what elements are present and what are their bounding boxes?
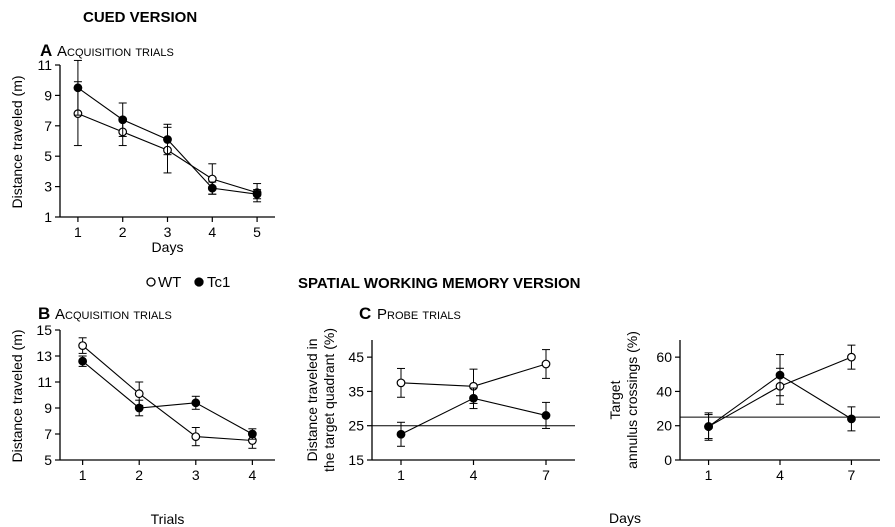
panel-c-title: Probe trials: [377, 306, 461, 323]
panel-c1-y-axis-label-line: the target quadrant (%): [321, 328, 337, 472]
legend: WT Tc1: [146, 274, 230, 291]
panel-b-letter: B: [38, 304, 50, 323]
legend-wt-label: WT: [158, 274, 181, 291]
panel-b-wt-point: [134, 389, 144, 399]
panel-b-y-tick-label: 9: [44, 400, 52, 416]
panel-b-x-tick-label: 2: [135, 467, 143, 483]
panel-a-tc1-point: [207, 183, 217, 193]
panel-a-tc1-point: [252, 189, 262, 199]
panel-b-chart: 5 7 9 11 13 15 1 2 3 4 Distance traveled (m) Trials: [9, 322, 275, 527]
panel-a-y-tick-label: 3: [44, 179, 52, 195]
panel-c-annulus-chart: 0 20 40 60 1 4 7 Targetannulus crossings (%) Day…: [607, 331, 880, 526]
panel-a-x-tick-label: 3: [164, 224, 172, 240]
panel-c2-x-tick-label: 4: [776, 467, 784, 483]
panel-c2-y-axis-label-line: annulus crossings (%): [624, 331, 640, 469]
panel-b-tc1-point: [191, 398, 201, 408]
panel-b-wt-point: [78, 341, 88, 351]
panel-c-letter: C: [359, 304, 371, 323]
panel-a-y-tick-label: 5: [44, 148, 52, 164]
panel-c2-x-tick-label: 1: [705, 467, 713, 483]
panel-a-letter: A: [40, 41, 52, 60]
panel-c2-wt-point: [847, 352, 856, 362]
panel-b-x-axis-label: Trials: [151, 511, 185, 527]
panel-b-wt-line: [82, 345, 253, 442]
panel-a-x-tick-label: 5: [253, 224, 261, 240]
panel-c2-y-axis-label-line: Target: [607, 380, 623, 419]
panel-c2-y-tick-label: 20: [656, 418, 672, 434]
cued-version-heading: CUED VERSION: [83, 9, 197, 26]
panel-c1-x-tick-label: 7: [542, 467, 550, 483]
panel-a-y-tick-label: 1: [44, 209, 52, 225]
panel-b-y-tick-label: 11: [37, 374, 52, 390]
panel-b-wt-point: [191, 432, 201, 442]
panel-b-y-tick-label: 5: [44, 452, 52, 468]
panel-b-x-tick-label: 1: [79, 467, 87, 483]
panel-b-y-tick-label: 7: [44, 426, 52, 442]
panel-c2-tc1-point: [704, 422, 713, 431]
legend-wt-marker-icon: [146, 277, 156, 287]
panel-c1-y-tick-label: 35: [348, 383, 364, 399]
panel-a-y-tick-label: 9: [44, 87, 52, 103]
panel-c2-tc1-point: [847, 414, 856, 424]
panel-b-y-axis-label: Distance traveled (m): [9, 329, 25, 462]
panel-b-tc1-point: [247, 429, 257, 439]
panel-c1-x-tick-label: 4: [470, 467, 478, 483]
panel-c2-y-tick-label: 0: [664, 452, 672, 468]
panel-c1-wt-point: [541, 359, 551, 369]
panel-c1-tc1-point: [541, 411, 551, 420]
panel-c1-y-tick-label: 15: [348, 452, 364, 468]
panel-c2-y-axis-label: Targetannulus crossings (%): [607, 331, 640, 469]
panel-b-x-tick-label: 3: [192, 467, 200, 483]
panel-b-tc1-line: [82, 360, 253, 435]
panel-c1-x-tick-label: 1: [397, 467, 405, 483]
spatial-version-heading: SPATIAL WORKING MEMORY VERSION: [298, 275, 581, 292]
panel-a-x-tick-label: 2: [119, 224, 127, 240]
panel-a-tc1-point: [163, 135, 172, 144]
panel-b-tc1-point: [134, 403, 144, 413]
panel-b-tc1-point: [78, 356, 88, 366]
panel-a-title: Acquisition trials: [57, 43, 174, 60]
panel-a-x-tick-label: 4: [208, 224, 216, 240]
panel-c1-y-tick-label: 25: [348, 418, 364, 434]
panel-a-tc1-point: [118, 115, 128, 125]
panel-b-y-tick-label: 15: [36, 322, 52, 338]
panel-c2-y-tick-label: 60: [656, 349, 672, 365]
panel-c2-y-tick-label: 40: [656, 383, 672, 399]
panel-a-x-axis-label: Days: [152, 239, 184, 255]
panel-c1-wt-point: [396, 378, 406, 388]
panel-a-tc1-point: [73, 83, 83, 93]
panel-a-y-axis-label: Distance traveled (m): [9, 75, 25, 208]
panel-c2-x-tick-label: 7: [848, 467, 856, 483]
legend-tc1-marker-icon: [194, 277, 204, 287]
panel-a-y-tick-label: 7: [44, 118, 52, 134]
panel-b-title: Acquisition trials: [55, 306, 172, 323]
panel-c-quadrant-chart: 15 25 35 45 1 4 7 Distance traveled inthe targe…: [304, 328, 575, 483]
panel-b-y-tick-label: 13: [36, 348, 52, 364]
panel-a-x-tick-label: 1: [74, 224, 82, 240]
panel-c1-y-tick-label: 45: [348, 349, 364, 365]
panel-c1-y-axis-label-line: Distance traveled in: [304, 339, 320, 462]
panel-b-x-tick-label: 4: [248, 467, 256, 483]
legend-tc1-label: Tc1: [207, 274, 230, 291]
panel-c1-tc1-point: [396, 429, 406, 439]
panel-c1-tc1-point: [469, 393, 478, 403]
panel-a-y-tick-label: 11: [37, 57, 52, 73]
panel-c2-tc1-point: [775, 370, 785, 380]
panel-c2-x-axis-label: Days: [609, 510, 641, 526]
panel-c1-y-axis-label: Distance traveled inthe target quadrant …: [304, 328, 337, 472]
